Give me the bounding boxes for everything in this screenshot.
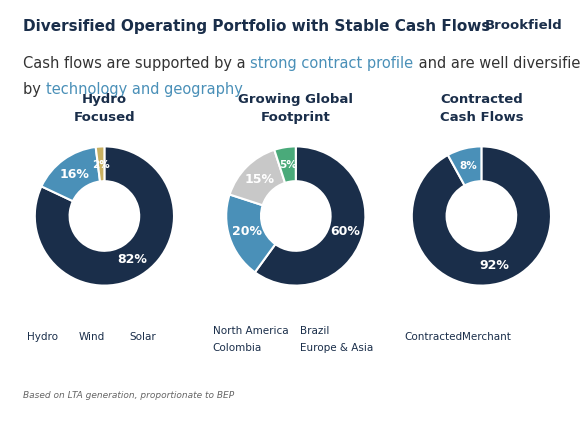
- Text: 82%: 82%: [117, 253, 147, 266]
- Text: 5%: 5%: [279, 160, 296, 170]
- Text: 92%: 92%: [479, 259, 509, 273]
- Text: 2%: 2%: [92, 159, 110, 170]
- Text: Diversified Operating Portfolio with Stable Cash Flows: Diversified Operating Portfolio with Sta…: [23, 19, 491, 35]
- Text: Hydro: Hydro: [27, 332, 58, 342]
- Text: Wind: Wind: [78, 332, 104, 342]
- Wedge shape: [96, 146, 104, 181]
- Text: North America: North America: [213, 326, 288, 336]
- Wedge shape: [41, 147, 100, 201]
- Text: Merchant: Merchant: [462, 332, 511, 342]
- Title: Hydro
Focused: Hydro Focused: [74, 93, 135, 124]
- Wedge shape: [35, 146, 174, 286]
- Text: 20%: 20%: [232, 226, 262, 238]
- Text: 15%: 15%: [244, 173, 274, 186]
- Text: by: by: [23, 82, 46, 97]
- Text: Brookfield: Brookfield: [485, 19, 563, 32]
- Wedge shape: [274, 146, 296, 183]
- Text: 11: 11: [538, 410, 556, 423]
- Text: and are well diversified: and are well diversified: [414, 56, 580, 71]
- Wedge shape: [230, 150, 285, 205]
- Text: 60%: 60%: [330, 226, 360, 238]
- Text: Contracted: Contracted: [404, 332, 462, 342]
- Title: Growing Global
Footprint: Growing Global Footprint: [238, 93, 353, 124]
- Wedge shape: [448, 146, 481, 185]
- Title: Contracted
Cash Flows: Contracted Cash Flows: [440, 93, 523, 124]
- Text: Based on LTA generation, proportionate to BEP: Based on LTA generation, proportionate t…: [23, 391, 234, 400]
- Text: Cash flows are supported by a: Cash flows are supported by a: [23, 56, 251, 71]
- Text: strong contract profile: strong contract profile: [251, 56, 414, 71]
- Wedge shape: [255, 146, 365, 286]
- Text: Brazil: Brazil: [300, 326, 329, 336]
- Text: 16%: 16%: [59, 168, 89, 181]
- Text: technology and geography: technology and geography: [46, 82, 242, 97]
- Wedge shape: [412, 146, 551, 286]
- Text: Solar: Solar: [129, 332, 156, 342]
- Text: Colombia: Colombia: [213, 343, 262, 353]
- Text: 8%: 8%: [460, 161, 477, 171]
- Wedge shape: [226, 194, 276, 272]
- Text: Europe & Asia: Europe & Asia: [300, 343, 373, 353]
